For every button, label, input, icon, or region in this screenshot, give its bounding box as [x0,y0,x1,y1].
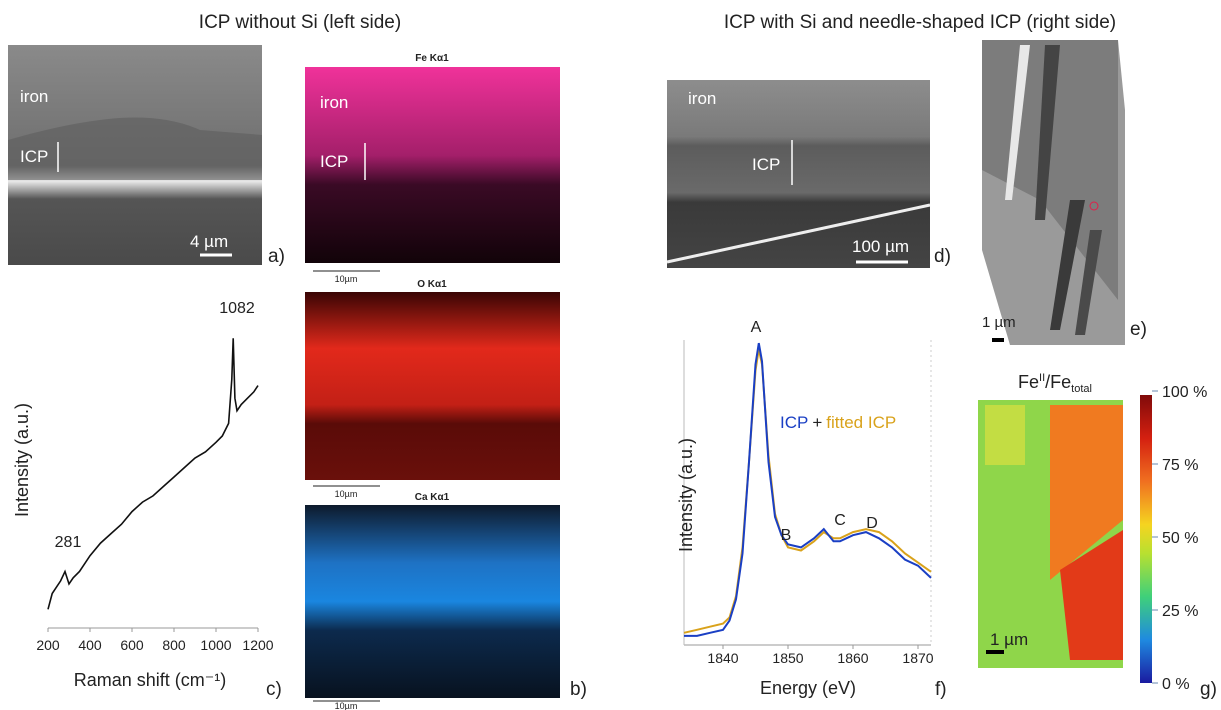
panel-a: iron ICP 4 µm a) [8,45,285,267]
panel-label: c) [266,679,282,700]
colorbar [1140,395,1152,683]
panel-label: g) [1200,679,1217,700]
tem-needle [1005,45,1030,200]
image-label: ICP [752,155,780,174]
image-label: ICP [20,147,48,166]
map-image [305,292,560,480]
panel-d: iron ICP 100 µm d) [666,80,951,268]
tem-needle [1035,45,1060,220]
title-part: total [1071,383,1092,395]
panel-e: 1 µm e) [982,40,1147,345]
title-part: /Fe [1045,372,1071,392]
x-tick-label: 200 [36,637,60,653]
image-label: iron [320,93,348,112]
legend-joiner: + [812,413,822,432]
scale-label: 10µm [335,274,358,284]
legend-entry: fitted ICP [826,413,896,432]
data-line [47,338,259,610]
panel-b: Fe Kα1 iron ICP 10µm O Kα1 10µm Ca Kα1 1… [305,53,587,710]
panel-label: b) [570,679,587,700]
map-image [305,67,560,263]
x-axis-label: Raman shift (cm⁻¹) [74,670,227,690]
colorbar-tick-label: 100 % [1162,384,1207,401]
sem-image [667,80,930,268]
crack [666,203,931,264]
y-axis-label: Intensity (a.u.) [12,403,32,517]
annotation: B [781,527,792,544]
legend: ICP + fitted ICP [780,413,896,432]
panel-label: d) [934,246,951,267]
map-title: Ca Kα1 [415,492,450,503]
annotation: C [834,512,846,529]
map-title: Fe Kα1 [415,53,449,64]
x-tick-label: 1860 [837,650,868,666]
panel-label: e) [1130,319,1147,340]
title-part: Fe [1018,372,1039,392]
heading: ICP with Si and needle-shaped ICP (right… [724,12,1116,33]
x-axis-label: Energy (eV) [760,678,856,698]
image-label: iron [20,87,48,106]
annotation: D [866,515,878,532]
panel-label: f) [935,679,947,700]
scale-label: 1 µm [982,314,1016,331]
x-tick-label: 800 [162,637,186,653]
title-part: II [1039,372,1045,384]
x-tick-label: 1850 [772,650,803,666]
image-label: ICP [320,152,348,171]
colorbar-tick-label: 25 % [1162,603,1198,620]
map-region [1060,530,1123,660]
colorbar-tick-label: 0 % [1162,676,1190,693]
annotation: A [751,319,762,336]
icp-layer [8,117,262,180]
scale-label: 1 µm [990,630,1028,649]
map-title: FeII/Fetotal [1018,372,1092,395]
panel-label: a) [268,246,285,267]
colorbar-tick-label: 50 % [1162,530,1198,547]
marker [1089,201,1099,211]
scale-label: 10µm [335,489,358,499]
scale-label: 100 µm [852,237,909,256]
x-tick-label: 400 [78,637,102,653]
x-tick-label: 1000 [200,637,231,653]
data-line [683,348,932,634]
x-tick-label: 600 [120,637,144,653]
annotation: 1082 [219,300,255,317]
heading: ICP without Si (left side) [199,12,401,33]
tem-needle [1050,200,1085,330]
x-tick-label: 1200 [242,637,273,653]
legend-entry: ICP [780,413,808,432]
image-label: iron [688,89,716,108]
data-line [684,342,932,637]
y-axis-label: Intensity (a.u.) [676,438,696,552]
scale-label: 4 µm [190,232,228,251]
map-region [1050,405,1123,580]
x-tick-label: 1840 [707,650,738,666]
annotation: 281 [55,534,82,551]
map-region [985,405,1025,465]
scale-label: 10µm [335,701,358,710]
colorbar-tick-label: 75 % [1162,457,1198,474]
tem-needle [1075,230,1102,335]
map-image [305,505,560,698]
panel-g: FeII/Fetotal 1 µm g) [978,372,1217,700]
x-tick-label: 1870 [902,650,933,666]
map-title: O Kα1 [417,279,447,290]
